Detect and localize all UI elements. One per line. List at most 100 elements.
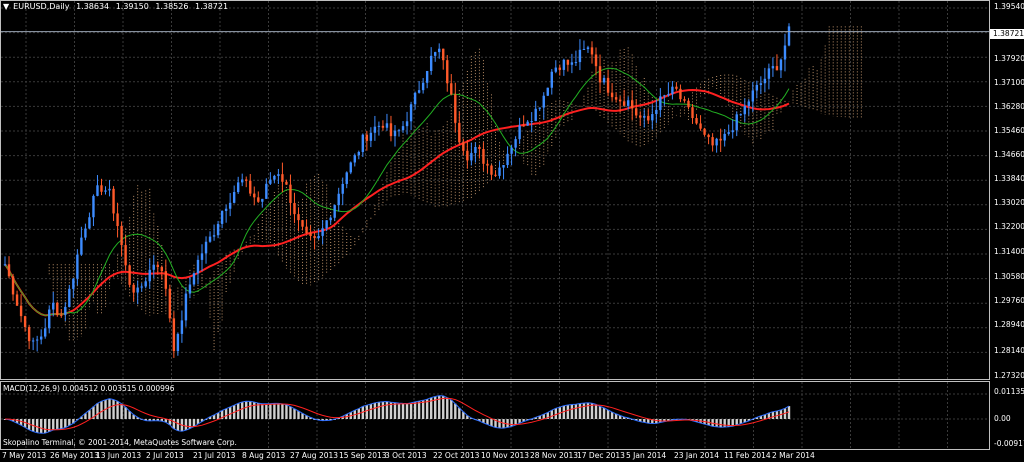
time-tick: 8 Aug 2013 — [242, 451, 286, 460]
macd-histogram-bar — [245, 401, 248, 419]
macd-histogram-bar — [293, 408, 296, 419]
macd-histogram-bar — [361, 406, 365, 419]
candle-body — [570, 62, 574, 65]
candle-body — [27, 327, 31, 342]
macd-histogram-bar — [550, 410, 553, 419]
candle-body — [711, 137, 714, 146]
candle-body — [687, 100, 690, 108]
macd-histogram-bar — [506, 419, 509, 428]
candle-body — [614, 97, 618, 100]
candle-body — [526, 121, 529, 126]
candle-body — [763, 78, 767, 84]
macd-histogram-bar — [188, 419, 192, 429]
candle-body — [96, 185, 99, 196]
price-chart[interactable] — [0, 0, 990, 380]
macd-histogram-bar — [735, 419, 738, 425]
macd-histogram-bar — [160, 419, 163, 422]
macd-histogram-bar — [586, 402, 590, 419]
candle-body — [751, 90, 755, 102]
candle-body — [116, 213, 119, 227]
macd-subwindow[interactable] — [0, 381, 990, 450]
candle-body — [228, 202, 232, 209]
macd-histogram-bar — [413, 401, 417, 419]
macd-histogram-bar — [84, 413, 87, 419]
macd-histogram-bar — [56, 419, 59, 430]
price-chart-canvas[interactable] — [1, 1, 991, 381]
candle-body — [349, 162, 352, 173]
time-tick: 2 Mar 2014 — [772, 451, 815, 460]
macd-histogram-bar — [285, 404, 288, 419]
macd-histogram-bar — [618, 415, 622, 419]
macd-histogram-bar — [562, 405, 566, 419]
chart-menu-arrow-icon[interactable]: ▼ — [3, 2, 10, 11]
candle-body — [100, 185, 103, 192]
candle-body — [466, 150, 469, 161]
candle-body — [683, 99, 686, 101]
candle-body — [23, 316, 27, 328]
time-tick: 11 Feb 2014 — [724, 451, 771, 460]
macd-histogram-bar — [192, 419, 196, 427]
macd-histogram-bar — [743, 419, 746, 423]
macd-histogram-bar — [582, 403, 586, 419]
time-axis[interactable]: 7 May 2013 26 May 2013 13 Jun 2013 2 Jul… — [0, 450, 990, 462]
macd-histogram-bar — [409, 402, 413, 419]
time-tick: 28 Nov 2013 — [530, 451, 579, 460]
time-tick: 10 Nov 2013 — [481, 451, 530, 460]
macd-histogram-bar — [112, 399, 115, 419]
candle-body — [325, 220, 328, 229]
candle-body — [172, 318, 176, 352]
candle-body — [144, 281, 147, 287]
macd-histogram-bar — [265, 403, 268, 419]
candle-body — [498, 167, 501, 176]
time-tick: 26 May 2013 — [50, 451, 99, 460]
candle-body — [626, 100, 630, 106]
price-tick: 1.36280 — [994, 102, 1024, 111]
candle-body — [156, 264, 159, 268]
candle-body — [518, 125, 521, 140]
macd-canvas[interactable] — [1, 382, 991, 451]
candle-body — [68, 288, 71, 307]
macd-histogram-bar — [622, 417, 626, 419]
candle-body — [257, 197, 260, 202]
macd-histogram-bar — [542, 414, 545, 419]
macd-histogram-bar — [755, 417, 759, 419]
macd-histogram-bar — [639, 419, 642, 422]
macd-histogram-bar — [200, 419, 204, 422]
macd-histogram-bar — [172, 419, 176, 429]
macd-histogram-bar — [108, 398, 111, 419]
macd-histogram-bar — [325, 419, 328, 421]
macd-histogram-bar — [39, 419, 43, 434]
macd-histogram-bar — [269, 403, 272, 419]
macd-tick: 0.01135 — [994, 387, 1024, 396]
macd-histogram-bar — [458, 407, 461, 419]
candle-body — [787, 26, 791, 46]
candle-body — [44, 328, 47, 337]
candle-body — [152, 264, 155, 270]
macd-histogram-bar — [397, 403, 401, 419]
macd-histogram-bar — [216, 412, 220, 419]
price-scale[interactable]: 1.39540 1.38721 1.37920 1.37100 1.36280 … — [990, 0, 1024, 380]
time-tick: 17 Dec 2013 — [577, 451, 625, 460]
candle-body — [148, 269, 151, 282]
symbol-title: EURUSD,Daily — [13, 2, 70, 11]
candle-body — [220, 210, 224, 224]
candle-body — [771, 66, 775, 69]
candle-body — [606, 77, 610, 93]
candle-body — [261, 198, 264, 202]
macd-histogram-bar — [168, 419, 172, 425]
candle-body — [80, 237, 83, 255]
candle-body — [196, 259, 200, 274]
macd-histogram-bar — [116, 401, 119, 419]
macd-histogram-bar — [590, 403, 594, 419]
candle-body — [691, 107, 694, 119]
macd-histogram-bar — [478, 419, 481, 422]
macd-histogram-bar — [281, 403, 284, 419]
candle-body — [48, 309, 51, 329]
macd-histogram-bar — [365, 405, 369, 419]
candle-body — [281, 174, 284, 182]
time-tick: 5 Jan 2014 — [626, 451, 667, 460]
macd-histogram-bar — [152, 419, 155, 421]
price-tick: 1.32200 — [994, 222, 1024, 231]
